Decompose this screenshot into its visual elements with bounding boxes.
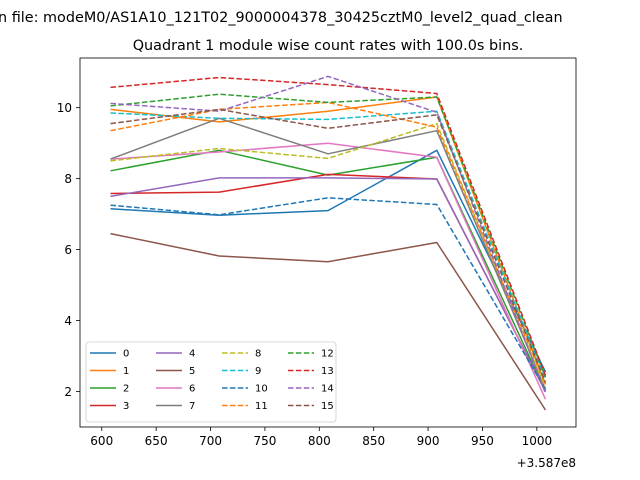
axes-frame bbox=[79, 57, 577, 428]
series-line-5 bbox=[110, 232, 547, 411]
x-offset-label: +3.587e8 bbox=[517, 456, 576, 470]
legend-label: 4 bbox=[189, 349, 195, 360]
legend-entry: 4 bbox=[156, 349, 195, 360]
legend-label: 6 bbox=[189, 384, 195, 395]
series-line-10 bbox=[110, 197, 547, 391]
legend-entry: 1 bbox=[90, 366, 129, 377]
x-tick-label: 750 bbox=[253, 434, 276, 448]
legend-label: 15 bbox=[321, 401, 334, 412]
legend-entry: 15 bbox=[288, 401, 334, 412]
legend-entry: 7 bbox=[156, 401, 195, 412]
x-tick-label: 700 bbox=[199, 434, 222, 448]
legend-label: 8 bbox=[255, 349, 261, 360]
legend-label: 2 bbox=[123, 384, 129, 395]
legend-entry: 0 bbox=[90, 349, 129, 360]
y-tick-label: 4 bbox=[64, 314, 72, 328]
legend-label: 13 bbox=[321, 366, 334, 377]
x-tick-label: 950 bbox=[471, 434, 494, 448]
series-line-6 bbox=[110, 142, 547, 400]
legend-label: 9 bbox=[255, 366, 261, 377]
legend-label: 12 bbox=[321, 349, 334, 360]
legend-entry: 9 bbox=[222, 366, 261, 377]
chart-suptitle: n file: modeM0/AS1A10_121T02_9000004378_… bbox=[0, 10, 563, 26]
series-line-7 bbox=[110, 117, 547, 390]
legend-entry: 5 bbox=[156, 366, 195, 377]
legend-entry: 2 bbox=[90, 384, 129, 395]
series-line-13 bbox=[110, 76, 547, 376]
legend-entry: 14 bbox=[288, 384, 334, 395]
legend-entry: 10 bbox=[222, 384, 268, 395]
legend-box bbox=[85, 341, 337, 423]
legend-entry: 6 bbox=[156, 384, 195, 395]
legend-label: 1 bbox=[123, 366, 129, 377]
legend-label: 14 bbox=[321, 384, 334, 395]
series-line-12 bbox=[110, 93, 547, 378]
legend-label: 0 bbox=[123, 349, 129, 360]
x-axis: 600 650 700 750 800 850 900 950 1000 bbox=[90, 427, 552, 448]
series-line-15 bbox=[110, 108, 547, 383]
legend-label: 3 bbox=[123, 401, 129, 412]
legend-entry: 11 bbox=[222, 401, 268, 412]
series-line-1 bbox=[110, 96, 547, 385]
legend-entry: 13 bbox=[288, 366, 334, 377]
x-tick-label: 900 bbox=[417, 434, 440, 448]
series-line-9 bbox=[110, 110, 547, 380]
y-axis: 2 4 6 8 10 bbox=[57, 101, 80, 399]
y-tick-label: 8 bbox=[64, 172, 72, 186]
y-tick-label: 6 bbox=[64, 243, 72, 257]
legend-label: 5 bbox=[189, 366, 195, 377]
legend-label: 10 bbox=[255, 384, 268, 395]
legend-entry: 12 bbox=[288, 349, 334, 360]
y-tick-label: 2 bbox=[64, 385, 72, 399]
x-tick-label: 600 bbox=[90, 434, 113, 448]
legend-label: 7 bbox=[189, 401, 195, 412]
x-tick-label: 650 bbox=[145, 434, 168, 448]
legend-entry: 3 bbox=[90, 401, 129, 412]
series-layer bbox=[110, 75, 547, 411]
series-line-0 bbox=[110, 149, 547, 373]
chart-title: Quadrant 1 module wise count rates with … bbox=[133, 38, 524, 54]
series-line-4 bbox=[110, 177, 547, 392]
y-tick-label: 10 bbox=[57, 101, 72, 115]
x-tick-label: 850 bbox=[362, 434, 385, 448]
legend-label: 11 bbox=[255, 401, 268, 412]
x-tick-label: 800 bbox=[308, 434, 331, 448]
series-line-11 bbox=[110, 101, 547, 385]
legend-entry: 8 bbox=[222, 349, 261, 360]
x-tick-label: 1000 bbox=[522, 434, 553, 448]
